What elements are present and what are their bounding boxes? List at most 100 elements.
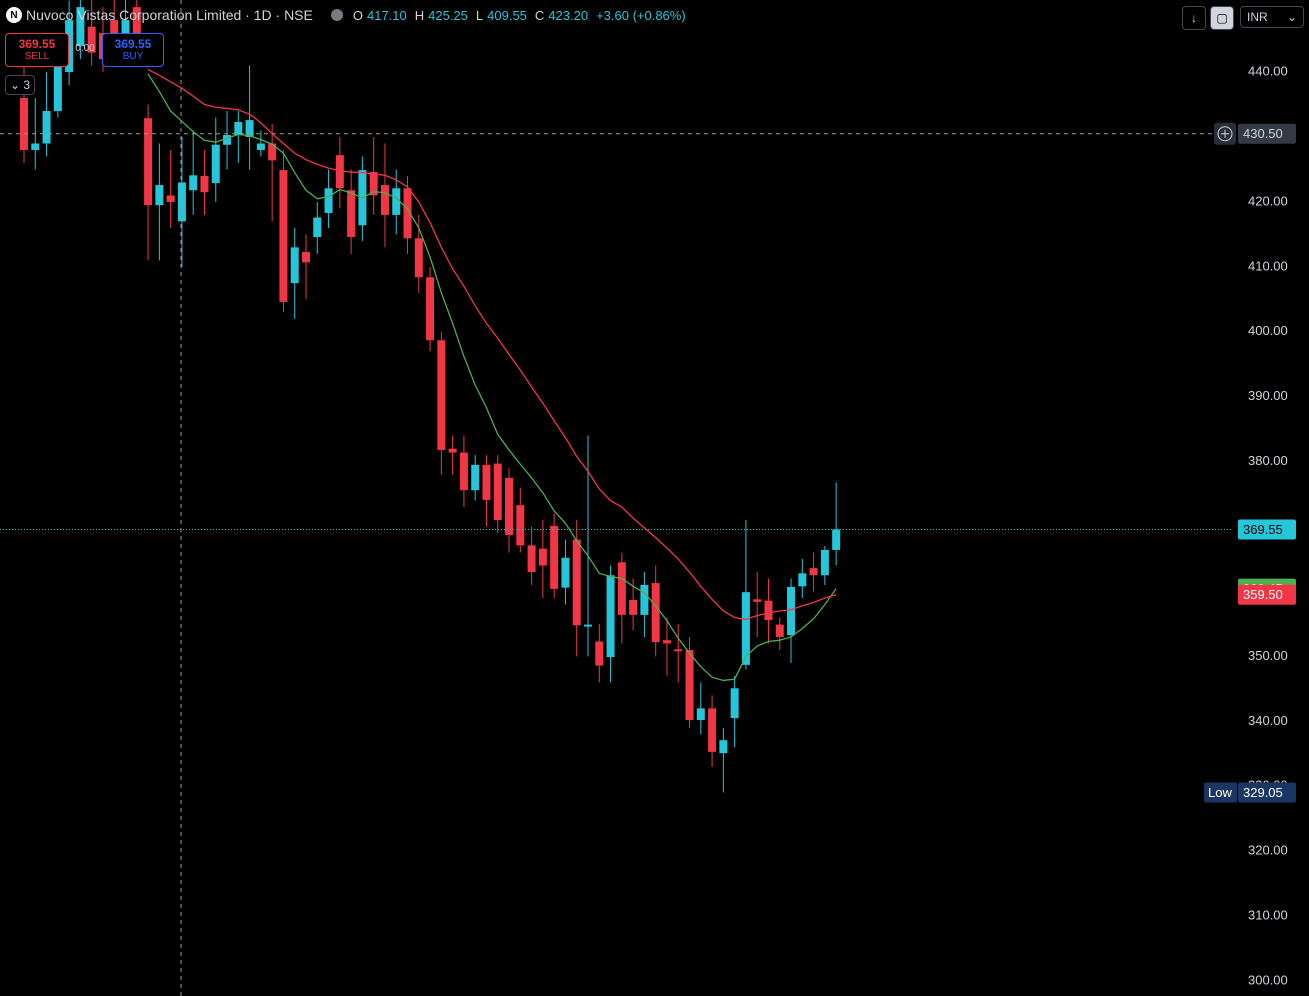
candle-body — [629, 599, 638, 615]
candle-body — [640, 585, 649, 615]
candle-body — [31, 143, 40, 150]
change-value: +3.60 (+0.86%) — [596, 7, 686, 23]
close-label: C — [534, 7, 545, 23]
y-tick-label: 410.00 — [1248, 258, 1288, 273]
candle-body — [211, 144, 220, 184]
indicators-toggle[interactable]: ⌄ 3 — [5, 75, 35, 95]
low-tag-prefix: Low — [1208, 785, 1232, 800]
download-button[interactable]: ↓ — [1182, 6, 1206, 30]
y-tick-label: 350.00 — [1248, 648, 1288, 663]
candle-body — [787, 586, 796, 635]
candle-body — [166, 195, 175, 202]
fullscreen-button[interactable]: ▢ — [1210, 6, 1234, 30]
candle-body — [437, 340, 446, 450]
sell-button[interactable]: 369.55 SELL — [5, 33, 69, 67]
candle-body — [20, 98, 28, 150]
add-alert-plus — [1221, 129, 1229, 138]
ma-slow-tag — [1238, 584, 1296, 605]
candle-body — [606, 575, 615, 658]
candle-body — [617, 562, 626, 615]
candle-body — [809, 568, 818, 576]
candle-body — [561, 557, 570, 588]
candle-body — [414, 238, 423, 278]
low-tag-prefix-bg — [1204, 782, 1237, 803]
candle-body — [674, 649, 683, 652]
candle-body — [392, 188, 401, 215]
moving-average-line — [147, 73, 837, 682]
sell-label: SELL — [24, 51, 50, 62]
low-tag-label: 329.05 — [1243, 785, 1283, 800]
candle-body — [347, 190, 356, 237]
candle-body — [132, 7, 141, 40]
y-tick-label: 390.00 — [1248, 388, 1288, 403]
high-label: H — [414, 7, 425, 23]
candle-body — [741, 592, 750, 665]
candle-body — [651, 583, 660, 643]
candle-body — [245, 120, 254, 137]
price-axis: 300.00310.00320.00330.00340.00350.00360.… — [1204, 64, 1296, 988]
legend-header: N Nuvoco Vistas Corporation Limited · 1D… — [6, 7, 690, 23]
last-price-tag-label: 369.55 — [1243, 522, 1283, 537]
y-tick-label: 380.00 — [1248, 453, 1288, 468]
candle-body — [493, 463, 502, 521]
candle-body — [662, 640, 671, 644]
moving-average-line — [147, 68, 837, 621]
candle-body — [584, 624, 592, 627]
candle-body — [482, 464, 491, 500]
status-dot — [330, 9, 343, 21]
y-tick-label: 440.00 — [1248, 64, 1288, 79]
currency-select[interactable]: INR ⌄ — [1240, 6, 1304, 28]
candle-body — [595, 641, 604, 666]
candle-body — [538, 548, 547, 566]
add-alert-icon — [1217, 126, 1233, 142]
candle-body — [380, 185, 389, 215]
candle-body — [302, 251, 310, 263]
candle-body — [696, 708, 705, 721]
symbol-logo: N — [6, 7, 22, 23]
candle-body — [279, 170, 288, 302]
last-price-tag — [1238, 519, 1296, 540]
candle-body — [426, 277, 435, 341]
ma-slow-tag-label: 359.50 — [1243, 587, 1283, 602]
candle-body — [448, 448, 457, 453]
candle-body — [775, 624, 784, 637]
candle-body — [685, 649, 694, 721]
indicators-count: 3 — [23, 78, 31, 92]
low-label: L — [475, 7, 484, 23]
y-tick-label: 320.00 — [1248, 843, 1288, 858]
candle-body — [53, 65, 62, 112]
symbol-title[interactable]: Nuvoco Vistas Corporation Limited · 1D ·… — [26, 7, 313, 23]
y-tick-label: 400.00 — [1248, 323, 1288, 338]
candle-body — [572, 539, 581, 626]
candle-body — [369, 172, 378, 196]
candle-body — [505, 477, 514, 536]
sell-price: 369.55 — [18, 37, 56, 51]
candle-body — [527, 545, 536, 573]
candle-body — [234, 122, 243, 136]
open-label: O — [352, 7, 363, 23]
buy-button[interactable]: 369.55 BUY — [102, 33, 164, 67]
candle-body — [223, 135, 232, 145]
currency: INR — [1247, 10, 1268, 24]
low-tag — [1238, 782, 1296, 803]
candle-body — [177, 182, 186, 222]
candle-body — [268, 143, 277, 161]
low-value: 409.55 — [487, 7, 527, 23]
y-tick-label: 340.00 — [1248, 713, 1288, 728]
buy-label: BUY — [122, 51, 144, 62]
crosshair-price-tag — [1238, 123, 1296, 144]
y-tick-label: 300.00 — [1248, 973, 1288, 988]
y-tick-label: 420.00 — [1248, 193, 1288, 208]
buy-price: 369.55 — [114, 37, 152, 51]
candle-body — [144, 118, 153, 206]
candle-body — [832, 529, 841, 550]
candle-body — [42, 111, 51, 144]
y-tick-label: 310.00 — [1248, 908, 1288, 923]
candle-body — [719, 740, 728, 754]
candle-body — [155, 185, 164, 206]
close-value: 423.20 — [548, 7, 589, 23]
high-value: 425.25 — [428, 7, 468, 23]
candle-body — [403, 188, 412, 239]
